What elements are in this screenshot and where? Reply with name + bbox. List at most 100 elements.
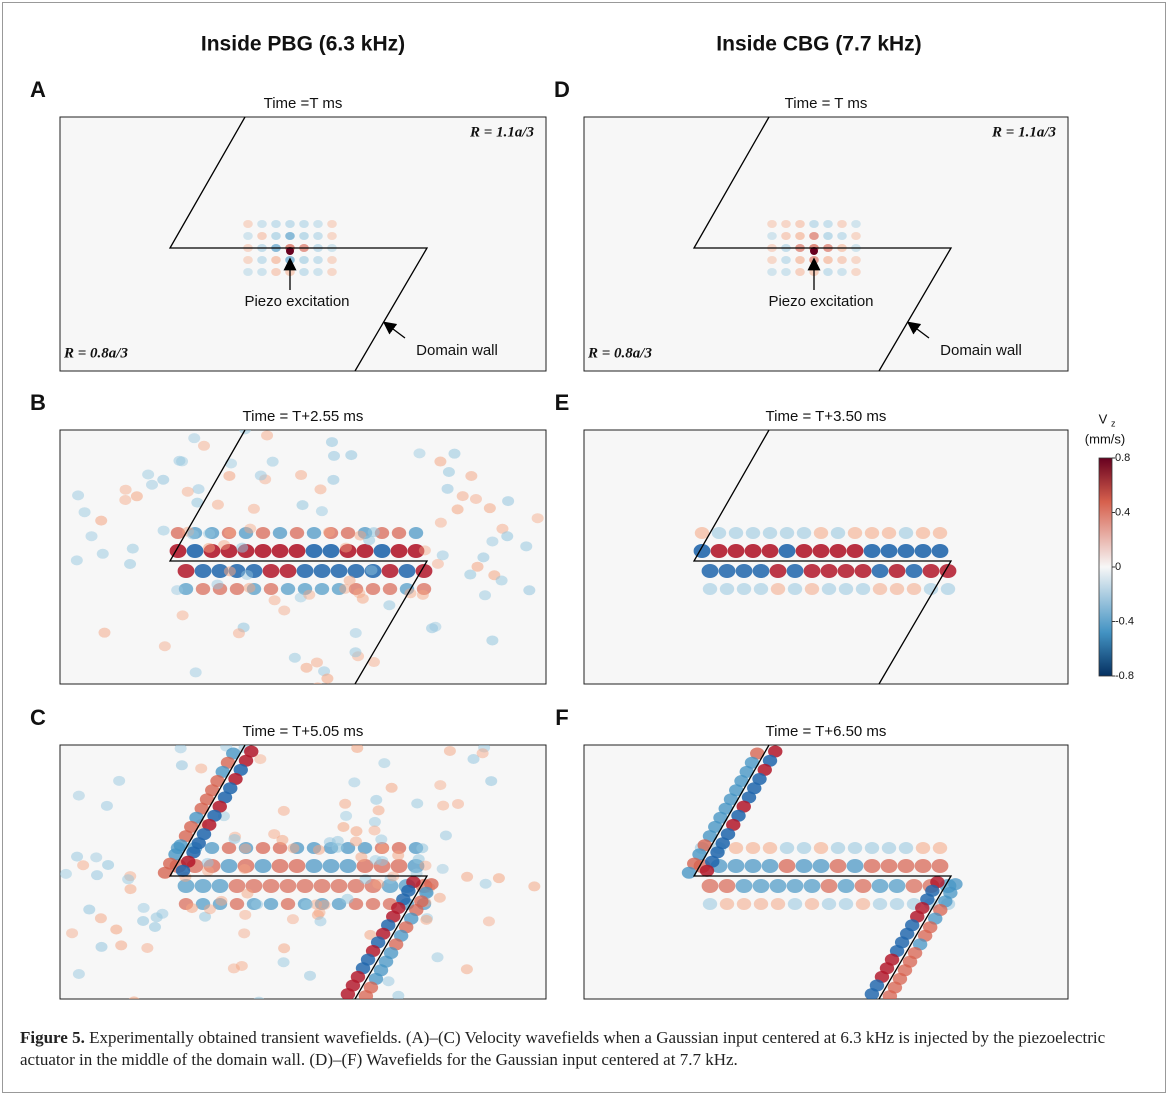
wave-blob <box>931 859 949 873</box>
wave-blob <box>296 564 314 578</box>
wave-blob <box>228 684 240 694</box>
wave-blob <box>285 232 295 240</box>
wave-blob <box>204 842 220 854</box>
wave-blob <box>278 943 291 954</box>
wave-blob <box>392 850 405 861</box>
wave-blob <box>110 924 123 935</box>
wave-blob <box>864 527 880 539</box>
wave-blob <box>353 686 365 696</box>
wave-blob <box>476 748 489 759</box>
wave-blob <box>113 775 126 786</box>
wave-blob <box>126 543 139 554</box>
wave-blob <box>888 564 906 578</box>
wave-blob <box>356 859 374 873</box>
wave-blob <box>781 232 791 240</box>
wave-blob <box>820 564 838 578</box>
wave-blob <box>327 232 337 240</box>
wave-blob <box>71 851 84 862</box>
wave-blob <box>492 873 505 884</box>
wave-blob <box>813 842 829 854</box>
wave-blob <box>238 754 254 767</box>
wave-blob <box>382 583 398 595</box>
caption-text: Experimentally obtained transient wavefi… <box>20 1028 1106 1069</box>
wave-blob <box>465 471 478 482</box>
wave-blob <box>220 859 238 873</box>
wave-blob <box>305 544 323 558</box>
wave-blob <box>263 898 279 910</box>
wave-blob <box>365 583 381 595</box>
panel-time: Time =T ms <box>264 95 343 112</box>
domain-wall <box>168 116 429 372</box>
panel-time: Time = T+5.05 ms <box>243 723 364 740</box>
wave-blob <box>181 486 194 497</box>
wave-blob <box>439 830 452 841</box>
wave-blob <box>915 527 931 539</box>
domain-wall <box>168 744 429 1000</box>
wave-blob <box>821 583 837 595</box>
wave-blob <box>460 964 473 975</box>
radius-label: R = 1.1a/3 <box>991 124 1056 140</box>
wave-blob <box>437 800 450 811</box>
wave-blob <box>365 565 378 576</box>
wave-blob <box>855 583 871 595</box>
wave-blob <box>253 996 265 999</box>
wave-blob <box>137 915 150 926</box>
wave-blob <box>337 821 350 832</box>
wave-blob <box>224 527 237 538</box>
wave-blob <box>341 893 354 904</box>
colorbar <box>1098 457 1113 677</box>
wave-blob <box>847 842 863 854</box>
wave-blob <box>741 791 757 804</box>
wave-blob <box>299 256 309 264</box>
wave-blob <box>339 583 352 594</box>
wave-blob <box>300 899 313 910</box>
wave-blob <box>761 544 779 558</box>
column-title: Inside CBG (7.7 kHz) <box>716 33 921 56</box>
wave-blob <box>266 456 279 467</box>
wave-blob <box>871 879 889 893</box>
wave-blob <box>271 268 281 276</box>
wave-blob <box>186 529 199 540</box>
wave-blob <box>339 542 352 553</box>
wave-blob <box>718 564 736 578</box>
wave-blob <box>837 879 855 893</box>
wave-blob <box>863 544 881 558</box>
wave-blob <box>77 860 90 871</box>
wave-blob <box>178 583 194 595</box>
wave-blob <box>279 564 297 578</box>
wave-blob <box>710 544 728 558</box>
wave-blob <box>319 1015 331 1020</box>
wave-blob <box>821 898 837 910</box>
wave-blob <box>364 929 377 940</box>
wave-blob <box>310 899 323 910</box>
wave-blob <box>211 564 229 578</box>
source <box>810 247 818 255</box>
wave-blob <box>115 940 128 951</box>
wave-blob <box>191 837 206 850</box>
wave-blob <box>681 866 697 879</box>
wave-blob <box>241 569 254 580</box>
wave-blob <box>339 544 357 558</box>
wave-blob <box>347 879 365 893</box>
wave-blob <box>275 689 287 699</box>
wave-blob <box>236 542 249 553</box>
wave-blob <box>374 842 390 854</box>
panel-bg <box>583 116 1069 372</box>
wave-blob <box>239 430 251 435</box>
radius-label: R = 0.8a/3 <box>587 345 652 361</box>
wave-blob <box>146 479 159 490</box>
wave-blob <box>239 909 252 920</box>
panel-letter: C <box>30 705 46 730</box>
wave-blob <box>251 899 264 910</box>
wave-blob <box>157 474 170 485</box>
wave-blob <box>238 863 251 874</box>
wave-blob <box>238 527 254 539</box>
wave-blob <box>786 879 804 893</box>
wave-blob <box>204 527 220 539</box>
wave-blob <box>229 898 245 910</box>
wave-blob <box>523 1010 535 1020</box>
domain-wall <box>692 116 953 372</box>
wave-blob <box>223 470 236 481</box>
wave-blob <box>478 745 491 753</box>
wave-blob <box>778 544 796 558</box>
